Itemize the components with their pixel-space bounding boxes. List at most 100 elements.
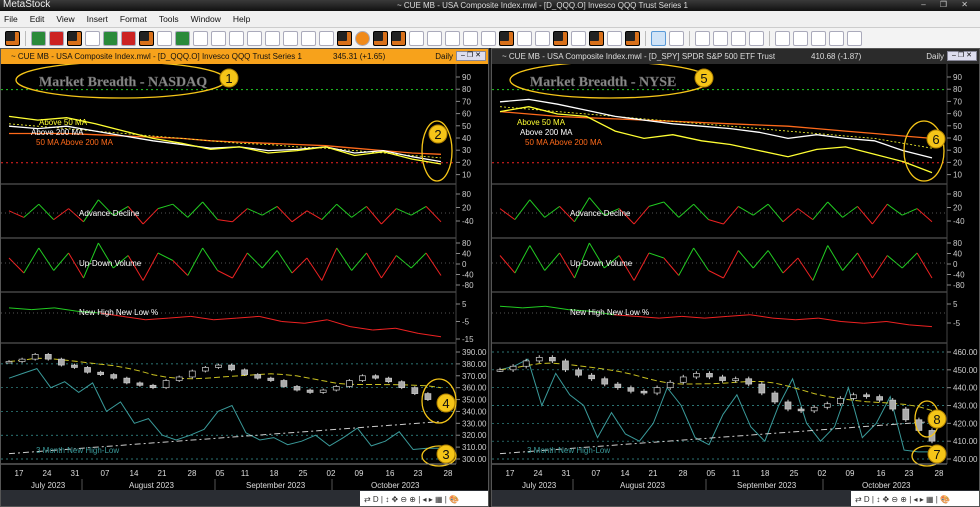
candle[interactable] <box>810 406 818 412</box>
toolbar-button[interactable] <box>427 30 442 46</box>
candle[interactable] <box>84 367 91 373</box>
candle[interactable] <box>496 369 504 372</box>
candle[interactable] <box>588 374 595 380</box>
candle[interactable] <box>215 364 222 368</box>
toolbar-button[interactable] <box>49 30 64 46</box>
candle[interactable] <box>424 393 432 400</box>
chart-navigation-controls[interactable]: ⇄ D | ↕ ✥ ⊖ ⊕ | ◂ ▸ ▦ | 🎨 <box>851 491 979 506</box>
candle[interactable] <box>267 377 275 381</box>
chart-window-nyse[interactable]: ~ CUE MB - USA Composite Index.mwl - [D_… <box>491 48 980 507</box>
candle[interactable] <box>5 361 13 364</box>
toolbar-button[interactable] <box>553 30 568 46</box>
candle[interactable] <box>175 376 183 381</box>
toolbar-button[interactable] <box>301 30 316 46</box>
chart-canvas[interactable]: 9080706050403020108020-4080400-40-805-5-… <box>1 64 489 490</box>
toolbar-button[interactable] <box>5 30 20 46</box>
candle[interactable] <box>745 378 753 385</box>
menu-edit[interactable]: Edit <box>29 14 45 24</box>
toolbar-button[interactable] <box>67 30 82 46</box>
candle[interactable] <box>549 357 556 362</box>
candle[interactable] <box>149 384 157 389</box>
toolbar-button[interactable] <box>445 30 460 46</box>
candle[interactable] <box>18 358 26 362</box>
toolbar-button[interactable] <box>175 30 190 46</box>
window-controls[interactable]: – ❐ ✕ <box>921 0 974 9</box>
chart-window-controls[interactable]: – ❐ ✕ <box>456 51 486 61</box>
candle[interactable] <box>640 390 648 394</box>
candle[interactable] <box>97 371 104 375</box>
candle[interactable] <box>575 369 582 376</box>
menu-view[interactable]: View <box>56 14 75 24</box>
candle[interactable] <box>614 383 622 389</box>
candle[interactable] <box>653 387 661 394</box>
candle[interactable] <box>411 387 419 394</box>
candle[interactable] <box>850 394 857 399</box>
toolbar-button[interactable] <box>695 30 710 46</box>
candle[interactable] <box>58 358 65 366</box>
toolbar-button[interactable] <box>847 30 862 46</box>
toolbar-button[interactable] <box>535 30 550 46</box>
toolbar-button[interactable] <box>409 30 424 46</box>
candle[interactable] <box>823 403 831 408</box>
candle[interactable] <box>280 380 288 387</box>
toolbar-button[interactable] <box>103 30 118 46</box>
chart-navigation-controls[interactable]: ⇄ D | ↕ ✥ ⊖ ⊕ | ◂ ▸ ▦ | 🎨 <box>360 491 488 506</box>
menu-help[interactable]: Help <box>232 14 251 24</box>
candle[interactable] <box>136 382 144 386</box>
toolbar-button[interactable] <box>121 30 136 46</box>
candle[interactable] <box>359 375 366 381</box>
toolbar-button[interactable] <box>283 30 298 46</box>
candle[interactable] <box>385 377 392 383</box>
toolbar-button[interactable] <box>571 30 586 46</box>
candle[interactable] <box>188 370 196 378</box>
menu-tools[interactable]: Tools <box>158 14 179 24</box>
candle[interactable] <box>679 376 687 383</box>
toolbar-button[interactable] <box>211 30 226 46</box>
toolbar-button[interactable] <box>517 30 532 46</box>
toolbar-button[interactable] <box>607 30 622 46</box>
candle[interactable] <box>306 389 314 393</box>
toolbar-button[interactable] <box>31 30 46 46</box>
candle[interactable] <box>797 408 805 412</box>
toolbar-button[interactable] <box>265 30 280 46</box>
chart-title-bar[interactable]: ~ CUE MB - USA Composite Index.mwl - [D_… <box>1 49 488 64</box>
candle[interactable] <box>110 374 118 379</box>
candle[interactable] <box>71 364 78 368</box>
candle[interactable] <box>876 396 883 401</box>
toolbar-button[interactable] <box>749 30 764 46</box>
candle[interactable] <box>732 378 739 381</box>
toolbar-button[interactable] <box>775 30 790 46</box>
candle[interactable] <box>254 374 262 379</box>
candle[interactable] <box>562 360 569 371</box>
toolbar-button[interactable] <box>463 30 478 46</box>
candle[interactable] <box>889 399 897 410</box>
candle[interactable] <box>372 375 379 379</box>
toolbar-button[interactable] <box>713 30 728 46</box>
toolbar-button[interactable] <box>319 30 334 46</box>
candle[interactable] <box>346 380 353 387</box>
chart-canvas[interactable]: 9080706050403020108020-4080400-40-805-54… <box>492 64 980 490</box>
candle[interactable] <box>666 381 674 389</box>
candle[interactable] <box>771 392 779 403</box>
toolbar-button[interactable] <box>793 30 808 46</box>
toolbar-button[interactable] <box>589 30 604 46</box>
toolbar-button[interactable] <box>373 30 388 46</box>
toolbar-button[interactable] <box>669 30 684 46</box>
toolbar-button[interactable] <box>651 30 666 46</box>
toolbar-button[interactable] <box>499 30 514 46</box>
candle[interactable] <box>241 369 248 375</box>
candle[interactable] <box>509 365 517 371</box>
toolbar-button[interactable] <box>355 30 370 46</box>
candle[interactable] <box>319 389 327 393</box>
candle[interactable] <box>863 394 870 397</box>
toolbar-button[interactable] <box>247 30 262 46</box>
candle[interactable] <box>332 386 340 391</box>
chart-window-nasdaq[interactable]: ~ CUE MB - USA Composite Index.mwl - [D_… <box>0 48 489 507</box>
toolbar-button[interactable] <box>625 30 640 46</box>
candle[interactable] <box>837 398 844 405</box>
candle[interactable] <box>784 401 792 410</box>
toolbar-button[interactable] <box>157 30 172 46</box>
candle[interactable] <box>902 408 910 421</box>
chart-title-bar[interactable]: ~ CUE MB - USA Composite Index.mwl - [D_… <box>492 49 979 64</box>
candle[interactable] <box>31 354 39 360</box>
